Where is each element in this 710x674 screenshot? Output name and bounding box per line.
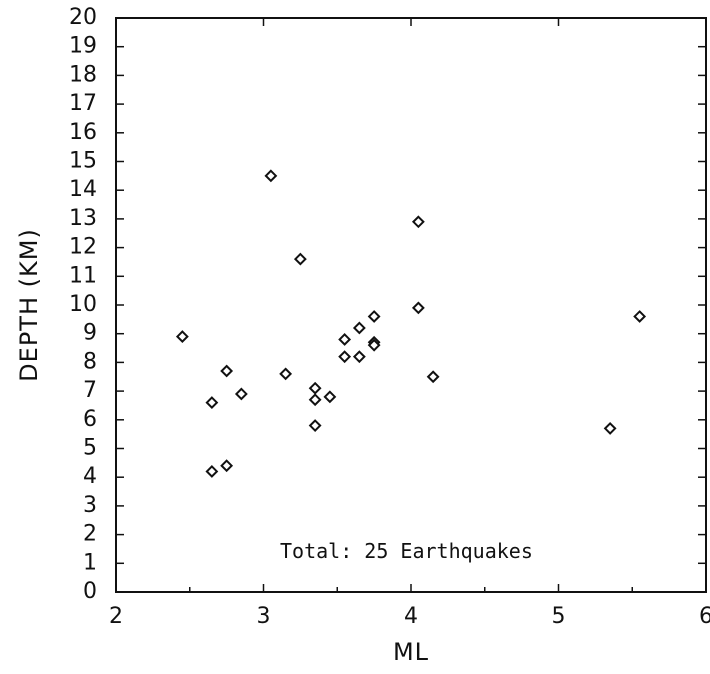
data-point-diamond <box>411 301 425 315</box>
y-tick-label: 6 <box>83 407 97 432</box>
x-tick-label: 3 <box>257 604 271 629</box>
y-tick-label: 0 <box>83 579 97 604</box>
y-tick-label: 17 <box>69 91 97 116</box>
y-tick-label: 8 <box>83 349 97 374</box>
y-tick-label: 19 <box>69 34 97 59</box>
x-axis-title: ML <box>393 638 429 666</box>
data-point-diamond <box>338 333 352 346</box>
y-tick-label: 11 <box>69 263 97 288</box>
y-axis-title: DEPTH (KM) <box>15 228 43 382</box>
y-tick-label: 13 <box>69 206 97 231</box>
plot-frame <box>115 17 707 593</box>
data-point-diamond <box>205 465 219 478</box>
y-tick-label: 4 <box>83 464 97 489</box>
data-point-diamond <box>308 393 322 407</box>
y-tick-label: 1 <box>83 550 97 575</box>
data-point-diamond <box>411 215 425 229</box>
y-tick-label: 18 <box>69 62 97 87</box>
y-tick-label: 9 <box>83 321 97 346</box>
y-tick-label: 12 <box>69 235 97 260</box>
y-tick-label: 2 <box>83 522 97 547</box>
data-point-diamond <box>293 252 307 266</box>
y-tick-label: 7 <box>83 378 97 403</box>
data-point-diamond <box>323 390 337 404</box>
data-point-diamond <box>426 370 440 384</box>
data-point-diamond <box>175 330 189 343</box>
data-points <box>175 169 647 478</box>
data-point-diamond <box>367 310 381 323</box>
data-point-diamond <box>338 350 352 364</box>
y-tick-label: 14 <box>69 177 97 202</box>
y-tick-label: 15 <box>69 149 97 174</box>
x-tick-label: 6 <box>699 604 710 629</box>
y-tick-label: 10 <box>69 292 97 317</box>
y-tick-label: 20 <box>69 5 97 30</box>
data-point-diamond <box>264 169 278 183</box>
data-point-diamond <box>352 350 366 364</box>
data-point-diamond <box>603 421 617 435</box>
y-tick-label: 3 <box>83 493 97 518</box>
data-point-diamond <box>352 321 366 335</box>
data-point-diamond <box>205 396 219 409</box>
x-axis-ticks: 2 3 4 5 6 <box>109 18 710 629</box>
data-point-diamond <box>234 387 248 401</box>
data-point-diamond <box>279 367 293 381</box>
y-tick-label: 5 <box>83 436 97 461</box>
total-annotation: Total: 25 Earthquakes <box>280 539 533 563</box>
data-point-diamond <box>633 310 647 323</box>
x-tick-label: 5 <box>552 604 566 629</box>
data-point-diamond <box>308 381 322 395</box>
data-point-diamond <box>367 338 381 352</box>
data-point-diamond <box>220 459 234 473</box>
x-tick-label: 2 <box>109 604 123 629</box>
x-tick-label: 4 <box>404 604 418 629</box>
y-tick-label: 16 <box>69 120 97 145</box>
data-point-diamond <box>308 419 322 432</box>
data-point-diamond <box>220 364 234 378</box>
